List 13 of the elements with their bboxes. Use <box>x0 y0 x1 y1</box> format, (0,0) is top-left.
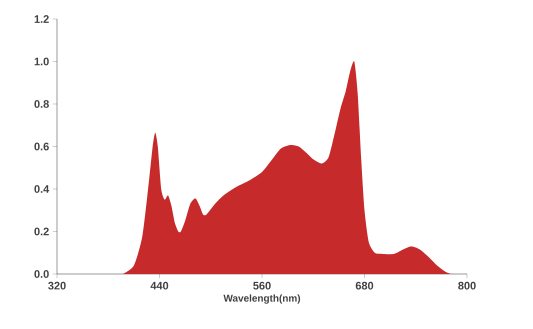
y-tick-label: 1.0 <box>34 58 49 66</box>
x-tick-label: 800 <box>458 282 476 290</box>
y-tick-label: 0.0 <box>34 270 49 278</box>
x-tick-label: 320 <box>48 282 66 290</box>
y-tick-label: 1.2 <box>34 15 49 23</box>
y-tick-label: 0.2 <box>34 228 49 236</box>
y-tick-label: 0.6 <box>34 142 49 150</box>
x-tick-label: 560 <box>253 282 271 290</box>
x-axis-title: Wavelength(nm) <box>223 294 300 304</box>
x-tick-label: 440 <box>150 282 168 290</box>
y-tick-label: 0.4 <box>34 185 50 193</box>
x-tick-label: 680 <box>356 282 374 290</box>
y-tick-label: 0.8 <box>34 100 49 108</box>
